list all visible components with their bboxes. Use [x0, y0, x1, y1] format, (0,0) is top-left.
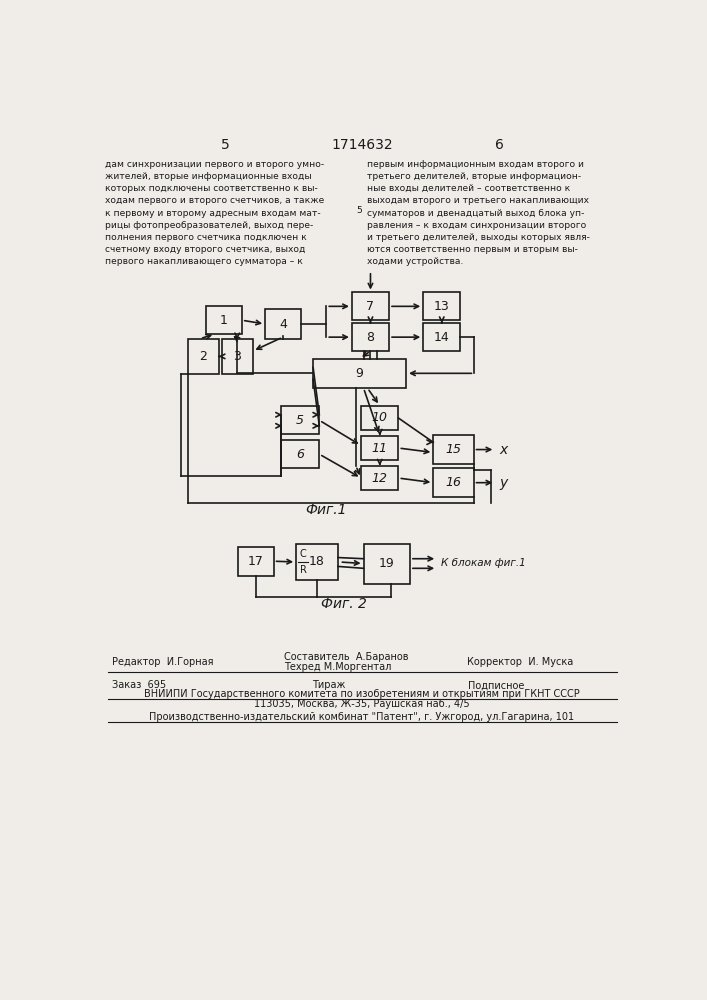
- Text: Редактор  И.Горная: Редактор И.Горная: [112, 657, 213, 667]
- Bar: [433, 435, 474, 464]
- Bar: [361, 436, 398, 460]
- Bar: [281, 406, 320, 434]
- Text: дам синхронизации первого и второго умно-
жителей, вторые информационные входы
к: дам синхронизации первого и второго умно…: [105, 160, 325, 266]
- Text: Производственно-издательский комбинат "Патент", г. Ужгород, ул.Гагарина, 101: Производственно-издательский комбинат "П…: [149, 712, 575, 722]
- Text: 16: 16: [445, 476, 462, 489]
- Text: К блокам фиг.1: К блокам фиг.1: [441, 558, 526, 568]
- Text: x: x: [499, 443, 508, 457]
- Text: первым информационным входам второго и
третьего делителей, вторые информацион-
н: первым информационным входам второго и т…: [368, 160, 590, 266]
- Text: 7: 7: [366, 300, 375, 313]
- Bar: [361, 466, 398, 490]
- Text: Фиг. 2: Фиг. 2: [321, 597, 367, 611]
- Text: 18: 18: [309, 555, 325, 568]
- Text: C: C: [300, 549, 306, 559]
- Text: 17: 17: [248, 555, 264, 568]
- Text: 13: 13: [434, 300, 450, 313]
- Text: Подписное: Подписное: [468, 680, 525, 690]
- Bar: [281, 440, 320, 468]
- Text: 14: 14: [434, 331, 450, 344]
- Text: 5: 5: [221, 138, 230, 152]
- Text: 15: 15: [445, 443, 462, 456]
- Bar: [265, 309, 300, 339]
- Text: ВНИИПИ Государственного комитета по изобретениям и открытиям при ГКНТ СССР: ВНИИПИ Государственного комитета по изоб…: [144, 689, 580, 699]
- Text: 113035, Москва, Ж-35, Раушская наб., 4/5: 113035, Москва, Ж-35, Раушская наб., 4/5: [254, 699, 469, 709]
- Text: 5: 5: [296, 414, 304, 427]
- Text: Тираж: Тираж: [312, 680, 345, 690]
- Bar: [423, 323, 460, 351]
- Text: 1: 1: [220, 314, 228, 327]
- Text: Корректор  И. Муска: Корректор И. Муска: [467, 657, 573, 667]
- Text: 3: 3: [233, 350, 241, 363]
- Bar: [296, 544, 338, 580]
- Text: 5: 5: [357, 206, 363, 215]
- Bar: [206, 306, 242, 334]
- Bar: [238, 547, 274, 576]
- Bar: [187, 339, 218, 374]
- Text: Техред М.Моргентал: Техред М.Моргентал: [284, 662, 391, 672]
- Bar: [433, 468, 474, 497]
- Bar: [361, 406, 398, 430]
- Text: 6: 6: [296, 448, 304, 461]
- Text: Составитель  А.Баранов: Составитель А.Баранов: [284, 652, 408, 662]
- Bar: [352, 323, 389, 351]
- Text: R: R: [300, 565, 307, 575]
- Text: 19: 19: [379, 557, 395, 570]
- Text: 12: 12: [372, 472, 387, 485]
- Bar: [363, 544, 410, 584]
- Bar: [423, 292, 460, 320]
- Text: 6: 6: [495, 138, 503, 152]
- Bar: [313, 359, 406, 388]
- Bar: [222, 339, 252, 374]
- Text: 11: 11: [372, 442, 387, 455]
- Text: 9: 9: [356, 367, 363, 380]
- Text: 10: 10: [372, 411, 387, 424]
- Text: 2: 2: [199, 350, 207, 363]
- Text: 8: 8: [366, 331, 375, 344]
- Text: Фиг.1: Фиг.1: [305, 503, 347, 517]
- Text: 4: 4: [279, 318, 287, 331]
- Text: 1714632: 1714632: [331, 138, 393, 152]
- Text: Заказ  695: Заказ 695: [112, 680, 165, 690]
- Bar: [352, 292, 389, 320]
- Text: y: y: [499, 476, 508, 490]
